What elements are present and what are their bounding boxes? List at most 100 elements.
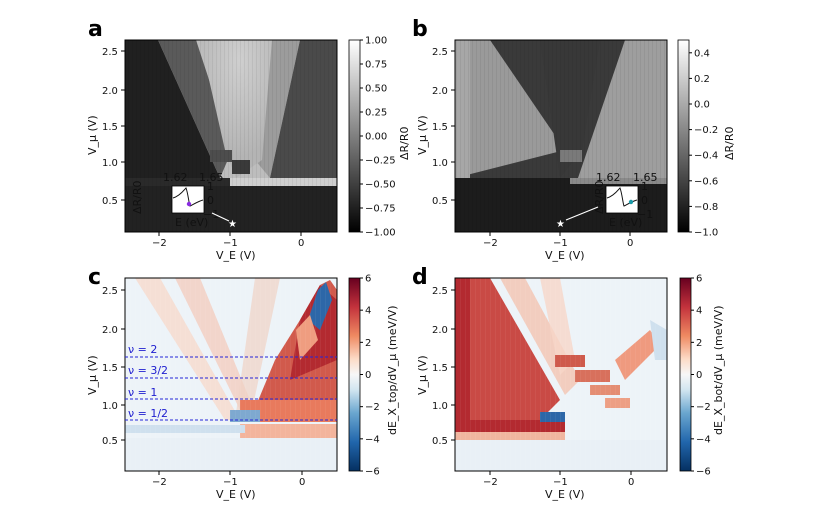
colorbar-tick-label: 6 [696, 274, 702, 285]
inset-ytick-a-1: 0 [207, 194, 214, 207]
ytick-a-05: 0.5 [102, 196, 118, 207]
inset-xtick-a-0: 1.62 [163, 171, 188, 184]
ytick-b-05: 0.5 [432, 196, 448, 207]
nu-2-label: ν = 2 [128, 343, 157, 356]
colorbar-tick-label: −0.75 [365, 204, 396, 215]
ytick-d-10: 1.0 [432, 401, 448, 412]
colorbar-ticks-b: 0.4 0.2 0.0 −0.2 −0.4 −0.6 −0.8 −1.0 [689, 48, 718, 239]
axes-d: −2 −1 0 V_E (V) 2.5 2.0 1.5 1.0 0.5 V_μ … [416, 286, 634, 501]
ytick-c-20: 2.0 [102, 325, 118, 336]
nu-3-2-label: ν = 3/2 [128, 364, 168, 377]
inset-ytick-b-0: 1 [641, 180, 648, 193]
colorbar-tick-label: −6 [696, 467, 711, 478]
colorbar-tick-label: 2 [696, 338, 702, 349]
star-marker-a: ★ [228, 219, 237, 230]
colorbar-tick-label: −4 [365, 434, 380, 445]
filling-lines-c: ν = 2 ν = 3/2 ν = 1 ν = 1/2 [125, 343, 337, 421]
colorbar-tick-label: −0.25 [365, 156, 396, 167]
xlabel-b: V_E (V) [545, 249, 585, 262]
xtick-b-0: 0 [627, 238, 633, 249]
axes-c: −2 −1 0 V_E (V) 2.5 2.0 1.5 1.0 0.5 V_μ … [86, 286, 305, 501]
inset-ytick-a-0: 1 [207, 180, 214, 193]
inset-xlabel-b: E (eV) [609, 216, 642, 229]
panel-label-b: b [412, 17, 428, 42]
colorbar-tick-label: 0 [365, 370, 371, 381]
panel-c: c ν = 2 ν [86, 265, 399, 501]
ytick-d-05: 0.5 [432, 436, 448, 447]
colorbar-tick-label: 0.4 [694, 48, 710, 59]
colorbar-tick-label: 0.2 [694, 74, 710, 85]
colorbar-tick-label: −0.6 [694, 176, 718, 187]
inset-xtick-b-0: 1.62 [596, 171, 621, 184]
colorbar-tick-label: 0.75 [365, 60, 387, 71]
colorbar-tick-label: −2 [696, 402, 711, 413]
inset-ytick-b-1: 0 [641, 194, 648, 207]
inset-ylabel-b: ΔR/R0 [593, 180, 606, 214]
colorbar-tick-label: −2 [365, 402, 380, 413]
ytick-a-20: 2.0 [102, 86, 118, 97]
colorbar-tick-label: −0.4 [694, 151, 718, 162]
panel-label-c: c [88, 265, 101, 290]
heatmap-a [125, 40, 337, 232]
ylabel-c: V_μ (V) [86, 355, 99, 395]
heatmap-c [125, 278, 337, 471]
xtick-b-m2: −2 [483, 238, 498, 249]
colorbar-tick-label: 2 [365, 338, 371, 349]
colorbar-label-d: dE_X_bot/dV_μ (meV/V) [712, 305, 725, 435]
colorbar-tick-label: 0.0 [694, 100, 710, 111]
inset-b: 1.62 1.65 1 0 −1 E (eV) ΔR/R0 [593, 171, 658, 229]
colorbar-ticks-c: 6 4 2 0 −2 −4 −6 [360, 274, 380, 478]
colorbar-tick-label: −6 [365, 467, 380, 478]
colorbar-d: 6 4 2 0 −2 −4 −6 dE_X_bot/dV_μ (meV/V) [679, 274, 725, 478]
ytick-c-05: 0.5 [102, 436, 118, 447]
colorbar-label-b: ΔR/R0 [723, 126, 736, 160]
nu-1-label: ν = 1 [128, 386, 157, 399]
ylabel-d: V_μ (V) [416, 355, 429, 395]
ytick-d-15: 1.5 [432, 363, 448, 374]
colorbar-tick-label: 4 [696, 306, 702, 317]
panel-label-a: a [88, 17, 103, 42]
panel-b: b 1.62 1.65 1 0 −1 E (eV) ΔR/R0 ★ [412, 17, 736, 262]
colorbar-c: 6 4 2 0 −2 −4 −6 dE_X_top/dV_μ (meV/V) [348, 274, 399, 478]
ytick-b-25: 2.5 [432, 47, 448, 58]
inset-xlabel-a: E (eV) [175, 216, 208, 229]
inset-xtick-b-1: 1.65 [633, 171, 658, 184]
ytick-b-10: 1.0 [432, 158, 448, 169]
colorbar-b: 0.4 0.2 0.0 −0.2 −0.4 −0.6 −0.8 −1.0 ΔR/R0 [677, 39, 736, 239]
heatmap-d [455, 278, 667, 471]
xtick-d-m1: −1 [553, 477, 568, 488]
star-marker-b: ★ [556, 219, 565, 230]
colorbar-tick-label: −1.00 [365, 228, 396, 239]
colorbar-ticks-d: 6 4 2 0 −2 −4 −6 [691, 274, 711, 478]
xtick-a-0: 0 [298, 238, 304, 249]
colorbar-label-a: ΔR/R0 [398, 126, 411, 160]
xtick-c-m1: −1 [223, 477, 238, 488]
colorbar-tick-label: −0.2 [694, 125, 718, 136]
colorbar-tick-label: 4 [365, 306, 371, 317]
xlabel-c: V_E (V) [216, 488, 256, 501]
xtick-c-m2: −2 [152, 477, 167, 488]
ytick-d-20: 2.0 [432, 325, 448, 336]
xtick-c-0: 0 [299, 477, 305, 488]
ytick-a-25: 2.5 [102, 47, 118, 58]
xtick-d-m2: −2 [483, 477, 498, 488]
ylabel-b: V_μ (V) [416, 115, 429, 155]
ytick-c-10: 1.0 [102, 401, 118, 412]
ytick-a-15: 1.5 [102, 122, 118, 133]
colorbar-tick-label: 1.00 [365, 36, 387, 47]
inset-dot-a [186, 201, 192, 207]
colorbar-label-c: dE_X_top/dV_μ (meV/V) [386, 305, 399, 435]
inset-dot-b [628, 199, 634, 205]
inset-xtick-a-1: 1.65 [199, 171, 224, 184]
colorbar-a: 1.00 0.75 0.50 0.25 0.00 −0.25 −0.50 −0.75 −1.00… [348, 36, 411, 239]
arrow-b [565, 206, 599, 221]
colorbar-tick-label: −0.50 [365, 180, 396, 191]
colorbar-tick-label: 0.00 [365, 132, 387, 143]
inset-ytick-b-2: −1 [637, 208, 653, 221]
panel-d: d −2 −1 0 V_E (V [412, 265, 725, 501]
xtick-a-m2: −2 [152, 238, 167, 249]
xtick-b-m1: −1 [553, 238, 568, 249]
ytick-d-25: 2.5 [432, 286, 448, 297]
ytick-b-20: 2.0 [432, 86, 448, 97]
